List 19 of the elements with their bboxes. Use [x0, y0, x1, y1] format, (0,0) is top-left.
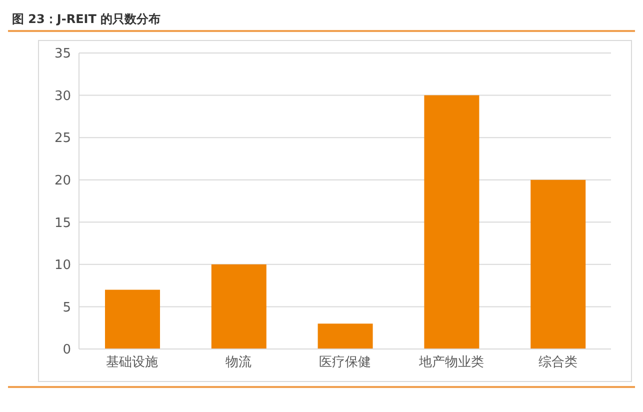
- bar: [318, 324, 373, 349]
- x-tick-label: 地产物业类: [418, 355, 484, 370]
- y-tick-label: 5: [62, 300, 71, 316]
- x-tick-label: 基础设施: [106, 355, 158, 370]
- y-tick-label: 30: [54, 88, 71, 104]
- y-tick-label: 35: [54, 46, 71, 62]
- chart-title: 图 23：J-REIT 的只数分布: [11, 11, 162, 28]
- y-tick-label: 25: [54, 131, 71, 146]
- y-tick-label: 15: [54, 216, 71, 231]
- y-tick-label: 0: [62, 342, 71, 358]
- bar: [211, 264, 266, 349]
- x-tick-label: 医疗保健: [319, 355, 371, 370]
- y-tick-label: 20: [54, 173, 71, 188]
- x-tick-label: 综合类: [538, 355, 578, 370]
- x-tick-label: 物流: [226, 354, 252, 370]
- bar: [530, 180, 586, 349]
- y-tick-label: 10: [54, 258, 71, 274]
- bar: [424, 95, 480, 349]
- bar: [105, 290, 160, 349]
